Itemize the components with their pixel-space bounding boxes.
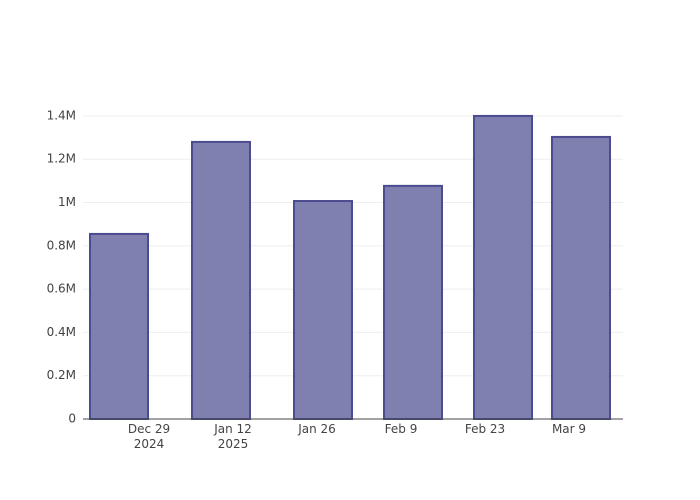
y-tick-label: 1.2M bbox=[47, 152, 76, 166]
x-tick-label: Feb 9 bbox=[384, 422, 418, 436]
y-tick-label: 0.6M bbox=[47, 282, 76, 296]
y-tick-label: 0.8M bbox=[47, 238, 76, 252]
x-tick-label: Jan 12 2025 bbox=[214, 422, 252, 451]
bar bbox=[191, 140, 251, 420]
bar bbox=[383, 184, 443, 420]
y-tick-label: 1.4M bbox=[47, 108, 76, 122]
x-tick-label: Mar 9 bbox=[551, 422, 587, 436]
y-tick-label: 0.4M bbox=[47, 325, 76, 339]
x-tick-label: Jan 26 bbox=[298, 422, 336, 436]
x-tick-label: Dec 29 2024 bbox=[127, 422, 171, 451]
x-tick-label: Feb 23 bbox=[464, 422, 506, 436]
bar bbox=[89, 232, 149, 420]
bar bbox=[551, 135, 611, 421]
bar bbox=[473, 114, 533, 420]
bar bbox=[293, 200, 353, 420]
y-tick-label: 0.2M bbox=[47, 368, 76, 382]
y-tick-label: 0 bbox=[68, 412, 76, 426]
y-tick-label: 1M bbox=[58, 195, 76, 209]
